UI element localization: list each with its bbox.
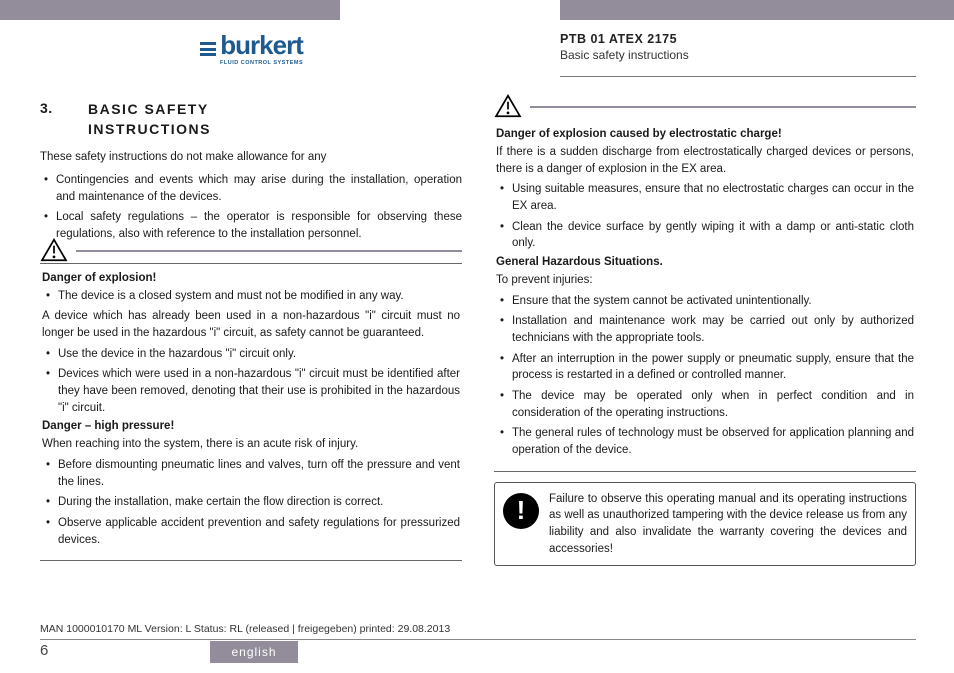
note-box: ! Failure to observe this operating manu…	[494, 482, 916, 567]
intro-text: These safety instructions do not make al…	[40, 149, 462, 166]
warn2-bullets-1: Using suitable measures, ensure that no …	[496, 181, 914, 252]
warn1-para: A device which has already been used in …	[42, 308, 460, 341]
exclamation-circle-icon: !	[503, 493, 539, 529]
content-columns: 3. BASIC SAFETY INSTRUCTIONS These safet…	[40, 100, 916, 613]
column-right: Danger of explosion caused by electrosta…	[494, 100, 916, 613]
warn1-bullets-2: Use the device in the hazardous "i" circ…	[42, 346, 460, 417]
warn2-para: If there is a sudden discharge from elec…	[496, 144, 914, 177]
list-item: Clean the device surface by gently wipin…	[496, 219, 914, 252]
list-item: Installation and maintenance work may be…	[496, 313, 914, 346]
footer-rule	[40, 639, 916, 640]
warn-heading: Danger of explosion caused by electrosta…	[496, 128, 914, 140]
list-item: Using suitable measures, ensure that no …	[496, 181, 914, 214]
logo-stripes-icon	[200, 42, 216, 56]
top-accent-left	[0, 0, 340, 20]
doc-code: PTB 01 ATEX 2175	[560, 32, 916, 46]
header: burkert FLUID CONTROL SYSTEMS PTB 01 ATE…	[0, 28, 954, 84]
list-item: Contingencies and events which may arise…	[40, 172, 462, 205]
warn-heading: General Hazardous Situations.	[496, 256, 914, 268]
list-item: Observe applicable accident prevention a…	[42, 515, 460, 548]
header-right: PTB 01 ATEX 2175 Basic safety instructio…	[560, 32, 916, 62]
column-left: 3. BASIC SAFETY INSTRUCTIONS These safet…	[40, 100, 462, 613]
list-item: Use the device in the hazardous "i" circ…	[42, 346, 460, 363]
warn-heading: Danger – high pressure!	[42, 420, 460, 432]
list-item: The device is a closed system and must n…	[42, 288, 460, 305]
note-text: Failure to observe this operating manual…	[549, 493, 907, 555]
top-accent-right	[560, 0, 954, 20]
list-item: After an interruption in the power suppl…	[496, 351, 914, 384]
page: burkert FLUID CONTROL SYSTEMS PTB 01 ATE…	[0, 0, 954, 673]
section-title: BASIC SAFETY INSTRUCTIONS	[88, 100, 211, 139]
logo-text: burkert	[220, 32, 303, 58]
warn1-para2: When reaching into the system, there is …	[42, 436, 460, 453]
section-number: 3.	[40, 100, 60, 139]
warn1-bullets-1: The device is a closed system and must n…	[42, 288, 460, 305]
warning-triangle-icon	[494, 94, 522, 121]
list-item: Local safety regulations – the operator …	[40, 209, 462, 242]
list-item: Ensure that the system cannot be activat…	[496, 293, 914, 310]
section-heading: 3. BASIC SAFETY INSTRUCTIONS	[40, 100, 462, 139]
footer-print-line: MAN 1000010170 ML Version: L Status: RL …	[40, 623, 450, 635]
warn1-bullets-3: Before dismounting pneumatic lines and v…	[42, 457, 460, 548]
header-underline	[560, 76, 916, 77]
list-item: Before dismounting pneumatic lines and v…	[42, 457, 460, 490]
brand-logo: burkert FLUID CONTROL SYSTEMS	[220, 32, 303, 66]
doc-subtitle: Basic safety instructions	[560, 48, 916, 62]
logo-tagline: FLUID CONTROL SYSTEMS	[220, 60, 303, 66]
warn2-bullets-2: Ensure that the system cannot be activat…	[496, 293, 914, 459]
warn-heading: Danger of explosion!	[42, 272, 460, 284]
list-item: During the installation, make certain th…	[42, 494, 460, 511]
warning-box-1: Danger of explosion! The device is a clo…	[40, 263, 462, 562]
intro-bullets: Contingencies and events which may arise…	[40, 172, 462, 243]
warn2-para2: To prevent injuries:	[496, 272, 914, 289]
language-badge: english	[210, 641, 298, 663]
list-item: The general rules of technology must be …	[496, 425, 914, 458]
warning-accent-rule	[76, 250, 462, 252]
warning-triangle-icon	[40, 238, 68, 265]
page-number: 6	[40, 642, 48, 659]
list-item: Devices which were used in a non-hazardo…	[42, 366, 460, 416]
list-item: The device may be operated only when in …	[496, 388, 914, 421]
warning-accent-rule	[530, 106, 916, 108]
warning-box-2: Danger of explosion caused by electrosta…	[494, 120, 916, 472]
